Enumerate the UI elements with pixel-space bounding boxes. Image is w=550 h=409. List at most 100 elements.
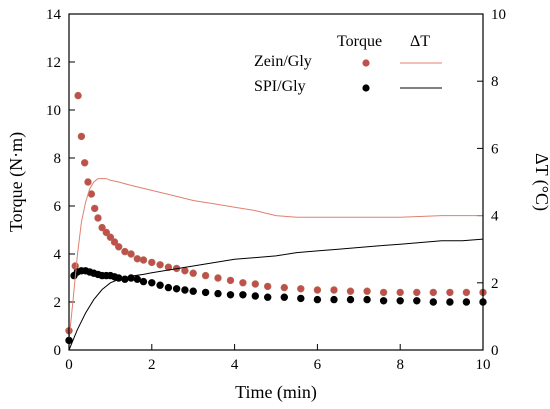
- y-ticks: 0 2 4 6 8 10 12 14: [46, 7, 75, 359]
- x-tick-label: 10: [476, 357, 491, 373]
- zein-torque-point: [148, 258, 156, 267]
- spi-torque-point: [251, 292, 260, 300]
- spi-torque-point: [330, 295, 338, 304]
- zein-torque-point: [264, 282, 272, 291]
- spi-torque-point: [346, 295, 355, 304]
- zein-torque-point: [297, 285, 305, 293]
- y-tick-label: 10: [46, 103, 61, 119]
- spi-torque-point: [429, 298, 437, 306]
- zein-torque-point: [139, 256, 148, 264]
- y-tick-label: 6: [54, 199, 62, 215]
- spi-torque-point: [201, 288, 210, 297]
- y2-axis-title: ΔT (°C): [531, 153, 550, 211]
- y2-tick-label: 10: [491, 7, 506, 23]
- y-tick-label: 12: [46, 55, 61, 71]
- spi-torque-point: [172, 285, 181, 293]
- zein-torque-point: [156, 261, 164, 269]
- zein-torque-point: [84, 178, 92, 186]
- x-tick-label: 0: [65, 357, 73, 373]
- plot-series: [65, 91, 487, 351]
- x-tick-label: 4: [231, 357, 239, 373]
- zein-torque-point: [251, 280, 260, 288]
- zein-torque-point: [446, 288, 454, 297]
- legend: Torque ΔT Zein/Gly SPI/Gly: [254, 33, 442, 95]
- legend-marker-zein: [362, 59, 370, 67]
- zein-torque-point: [74, 91, 82, 100]
- y2-tick-label: 4: [491, 209, 499, 225]
- spi-torque-point: [226, 291, 235, 299]
- zein-torque-point: [94, 214, 102, 222]
- zein-torque-point: [102, 228, 111, 237]
- zein-dt-line: [68, 178, 483, 340]
- zein-torque-point: [164, 263, 173, 271]
- zein-torque-point: [201, 271, 210, 280]
- y-axis-title: Torque (N·m): [6, 132, 27, 232]
- x-tick-label: 2: [148, 357, 156, 373]
- spi-torque-point: [148, 279, 156, 287]
- spi-torque-point: [214, 289, 222, 298]
- spi-torque-point: [181, 286, 189, 294]
- spi-torque-point: [264, 293, 272, 301]
- zein-torque-point: [181, 267, 189, 275]
- spi-torque-point: [189, 287, 197, 295]
- y2-tick-label: 8: [491, 74, 499, 90]
- spi-torque-point: [164, 283, 173, 292]
- zein-torque-point: [127, 250, 135, 258]
- spi-torque-point: [156, 281, 164, 289]
- spi-torque-point: [462, 298, 471, 306]
- zein-torque-point: [98, 223, 106, 232]
- spi-torque-point: [297, 294, 305, 303]
- zein-torque-point: [214, 274, 222, 282]
- x-ticks: 0 2 4 6 8 10: [65, 344, 491, 373]
- zein-torque-point: [110, 238, 119, 246]
- spi-torque-point: [413, 297, 421, 305]
- spi-torque-point: [280, 293, 288, 301]
- y2-ticks: 0 2 4 6 8 10: [477, 7, 506, 359]
- y2-tick-label: 6: [491, 141, 499, 157]
- spi-torque-point: [446, 298, 454, 306]
- zein-torque-point: [80, 159, 89, 167]
- legend-header-dt: ΔT: [410, 33, 430, 50]
- spi-dt-line: [68, 238, 484, 351]
- x-tick-label: 8: [396, 357, 404, 373]
- spi-torque-point: [363, 295, 371, 304]
- zein-torque-point: [106, 233, 115, 241]
- zein-torque-point: [379, 288, 388, 297]
- zein-torque-point: [363, 287, 371, 295]
- zein-torque-point: [413, 288, 421, 297]
- zein-torque-point: [121, 247, 129, 256]
- zein-torque-point: [90, 204, 99, 213]
- zein-torque-point: [280, 283, 288, 292]
- y-tick-label: 2: [54, 295, 62, 311]
- spi-torque-point: [379, 297, 388, 305]
- spi-torque-point: [133, 275, 142, 283]
- y-tick-label: 14: [46, 7, 62, 23]
- spi-torque-point: [239, 291, 247, 299]
- zein-torque-point: [429, 288, 437, 297]
- spi-torque-point: [396, 297, 404, 305]
- legend-header-torque: Torque: [337, 33, 382, 50]
- zein-torque-point: [330, 286, 338, 294]
- plot-frame: [68, 13, 484, 351]
- zein-torque-point: [462, 288, 471, 297]
- zein-torque-point: [396, 288, 404, 297]
- zein-torque-point: [313, 286, 322, 294]
- zein-torque-point: [133, 255, 142, 263]
- y-tick-label: 4: [54, 247, 62, 263]
- y2-tick-label: 0: [491, 343, 499, 359]
- zein-torque-point: [114, 243, 123, 251]
- y-tick-label: 8: [54, 151, 62, 167]
- zein-torque-point: [346, 287, 355, 295]
- y-tick-label: 0: [54, 343, 62, 359]
- zein-torque-point: [239, 279, 247, 287]
- spi-torque-point: [313, 295, 322, 304]
- x-axis-title: Time (min): [235, 382, 317, 403]
- y2-tick-label: 2: [491, 276, 499, 292]
- spi-torque-point: [139, 277, 148, 286]
- legend-label-zein: Zein/Gly: [254, 53, 312, 70]
- zein-torque-point: [226, 276, 235, 285]
- legend-marker-spi: [362, 84, 370, 92]
- x-tick-label: 6: [314, 357, 322, 373]
- zein-torque-point: [77, 132, 86, 141]
